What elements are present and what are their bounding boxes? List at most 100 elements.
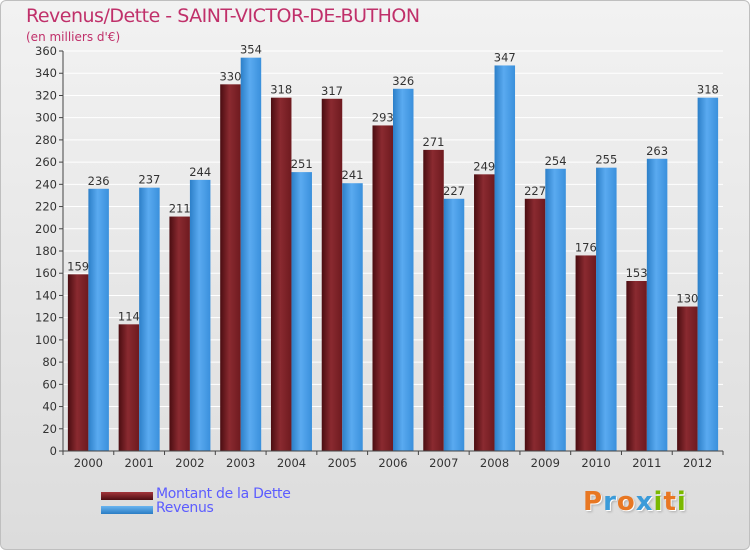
legend-label-dette: Montant de la Dette bbox=[156, 486, 291, 502]
data-label-dette: 153 bbox=[626, 266, 648, 280]
data-label-dette: 211 bbox=[169, 202, 191, 216]
bar-dette bbox=[524, 198, 546, 451]
bar-revenus bbox=[88, 188, 109, 451]
chart-title: Revenus/Dette - SAINT-VICTOR-DE-BUTHON bbox=[26, 5, 420, 27]
y-tick-label: 320 bbox=[35, 88, 57, 102]
data-label-dette: 271 bbox=[423, 135, 445, 149]
y-tick-label: 260 bbox=[35, 155, 57, 169]
logo-letter: i bbox=[653, 487, 664, 517]
y-tick-label: 20 bbox=[42, 422, 57, 436]
x-tick-label: 2002 bbox=[175, 456, 204, 470]
bar-dette bbox=[220, 84, 241, 451]
y-tick-label: 140 bbox=[35, 288, 57, 302]
logo-letter: i bbox=[676, 487, 687, 517]
y-tick-label: 220 bbox=[35, 200, 57, 214]
bar-dette bbox=[321, 98, 343, 452]
data-label-dette: 293 bbox=[372, 110, 394, 124]
y-tick-label: 100 bbox=[35, 333, 57, 347]
data-label-dette: 317 bbox=[321, 84, 343, 98]
logo-letter: r bbox=[603, 487, 617, 517]
legend-label-revenus: Revenus bbox=[156, 500, 214, 516]
bar-revenus bbox=[139, 187, 160, 451]
bar-revenus bbox=[189, 179, 211, 451]
x-tick-label: 2001 bbox=[125, 456, 154, 470]
data-label-revenus: 255 bbox=[595, 153, 617, 167]
bars bbox=[67, 57, 719, 452]
data-label-dette: 227 bbox=[524, 184, 546, 198]
bar-revenus bbox=[342, 183, 363, 451]
data-label-dette: 249 bbox=[473, 159, 495, 173]
logo-letter: x bbox=[635, 487, 654, 517]
logo-letter: P bbox=[583, 487, 604, 517]
data-label-revenus: 244 bbox=[189, 165, 211, 179]
bar-revenus bbox=[697, 97, 719, 452]
data-label-dette: 176 bbox=[575, 240, 597, 254]
data-label-revenus: 251 bbox=[291, 157, 313, 171]
x-tick-label: 2008 bbox=[480, 456, 509, 470]
y-tick-label: 200 bbox=[35, 222, 57, 236]
data-label-revenus: 236 bbox=[88, 174, 110, 188]
bar-revenus bbox=[393, 88, 414, 452]
bar-revenus bbox=[291, 172, 312, 451]
bar-revenus bbox=[646, 158, 668, 451]
y-tick-label: 240 bbox=[35, 177, 57, 191]
data-label-dette: 159 bbox=[67, 259, 89, 273]
x-tick-label: 2005 bbox=[328, 456, 357, 470]
bar-dette bbox=[626, 281, 647, 451]
legend-swatch-revenus bbox=[101, 506, 153, 514]
y-tick-label: 120 bbox=[35, 311, 57, 325]
legend-swatch-dette bbox=[101, 492, 153, 500]
x-tick-label: 2012 bbox=[683, 456, 712, 470]
y-tick-label: 60 bbox=[42, 377, 57, 391]
data-label-revenus: 254 bbox=[545, 154, 567, 168]
bar-revenus bbox=[494, 65, 516, 451]
bar-dette bbox=[677, 306, 698, 451]
bar-revenus bbox=[443, 198, 465, 451]
y-tick-label: 180 bbox=[35, 244, 57, 258]
data-label-revenus: 227 bbox=[443, 184, 465, 198]
data-label-revenus: 354 bbox=[240, 43, 262, 57]
x-tick-label: 2007 bbox=[429, 456, 458, 470]
data-label-revenus: 237 bbox=[138, 173, 160, 187]
x-tick-label: 2009 bbox=[531, 456, 560, 470]
bar-dette bbox=[118, 324, 140, 451]
y-tick-label: 160 bbox=[35, 266, 57, 280]
data-label-revenus: 263 bbox=[646, 144, 668, 158]
logo-letter: o bbox=[616, 487, 636, 517]
y-tick-label: 340 bbox=[35, 66, 57, 80]
y-tick-label: 300 bbox=[35, 111, 57, 125]
data-label-revenus: 347 bbox=[494, 50, 516, 64]
y-tick-label: 40 bbox=[42, 400, 57, 414]
bar-revenus bbox=[545, 168, 566, 451]
x-tick-label: 2006 bbox=[378, 456, 407, 470]
y-tick-label: 0 bbox=[50, 444, 57, 458]
data-label-dette: 130 bbox=[676, 292, 698, 306]
bar-dette bbox=[270, 97, 292, 452]
data-label-revenus: 326 bbox=[392, 74, 414, 88]
bar-dette bbox=[169, 216, 190, 451]
data-label-revenus: 318 bbox=[697, 83, 719, 97]
data-label-dette: 330 bbox=[219, 69, 241, 83]
data-labels: 159 236 114 237 211 244 330 354 318 251 317 241 293 3… bbox=[67, 43, 719, 324]
bar-dette bbox=[423, 149, 444, 451]
data-label-revenus: 241 bbox=[342, 168, 364, 182]
logo-letter: t bbox=[663, 487, 677, 517]
y-tick-label: 280 bbox=[35, 133, 57, 147]
data-label-dette: 318 bbox=[270, 83, 292, 97]
bar-dette bbox=[372, 125, 393, 451]
x-tick-label: 2010 bbox=[581, 456, 610, 470]
y-tick-label: 360 bbox=[35, 44, 57, 58]
bar-dette bbox=[474, 174, 495, 452]
y-tick-label: 80 bbox=[42, 355, 57, 369]
bar-dette bbox=[575, 255, 597, 451]
chart-subtitle: (en milliers d'€) bbox=[26, 30, 121, 44]
bar-revenus bbox=[240, 57, 262, 452]
data-label-dette: 114 bbox=[118, 309, 140, 323]
x-tick-label: 2003 bbox=[226, 456, 255, 470]
x-tick-label: 2000 bbox=[74, 456, 103, 470]
x-tick-label: 2011 bbox=[632, 456, 661, 470]
bar-revenus bbox=[596, 167, 617, 451]
x-tick-label: 2004 bbox=[277, 456, 306, 470]
